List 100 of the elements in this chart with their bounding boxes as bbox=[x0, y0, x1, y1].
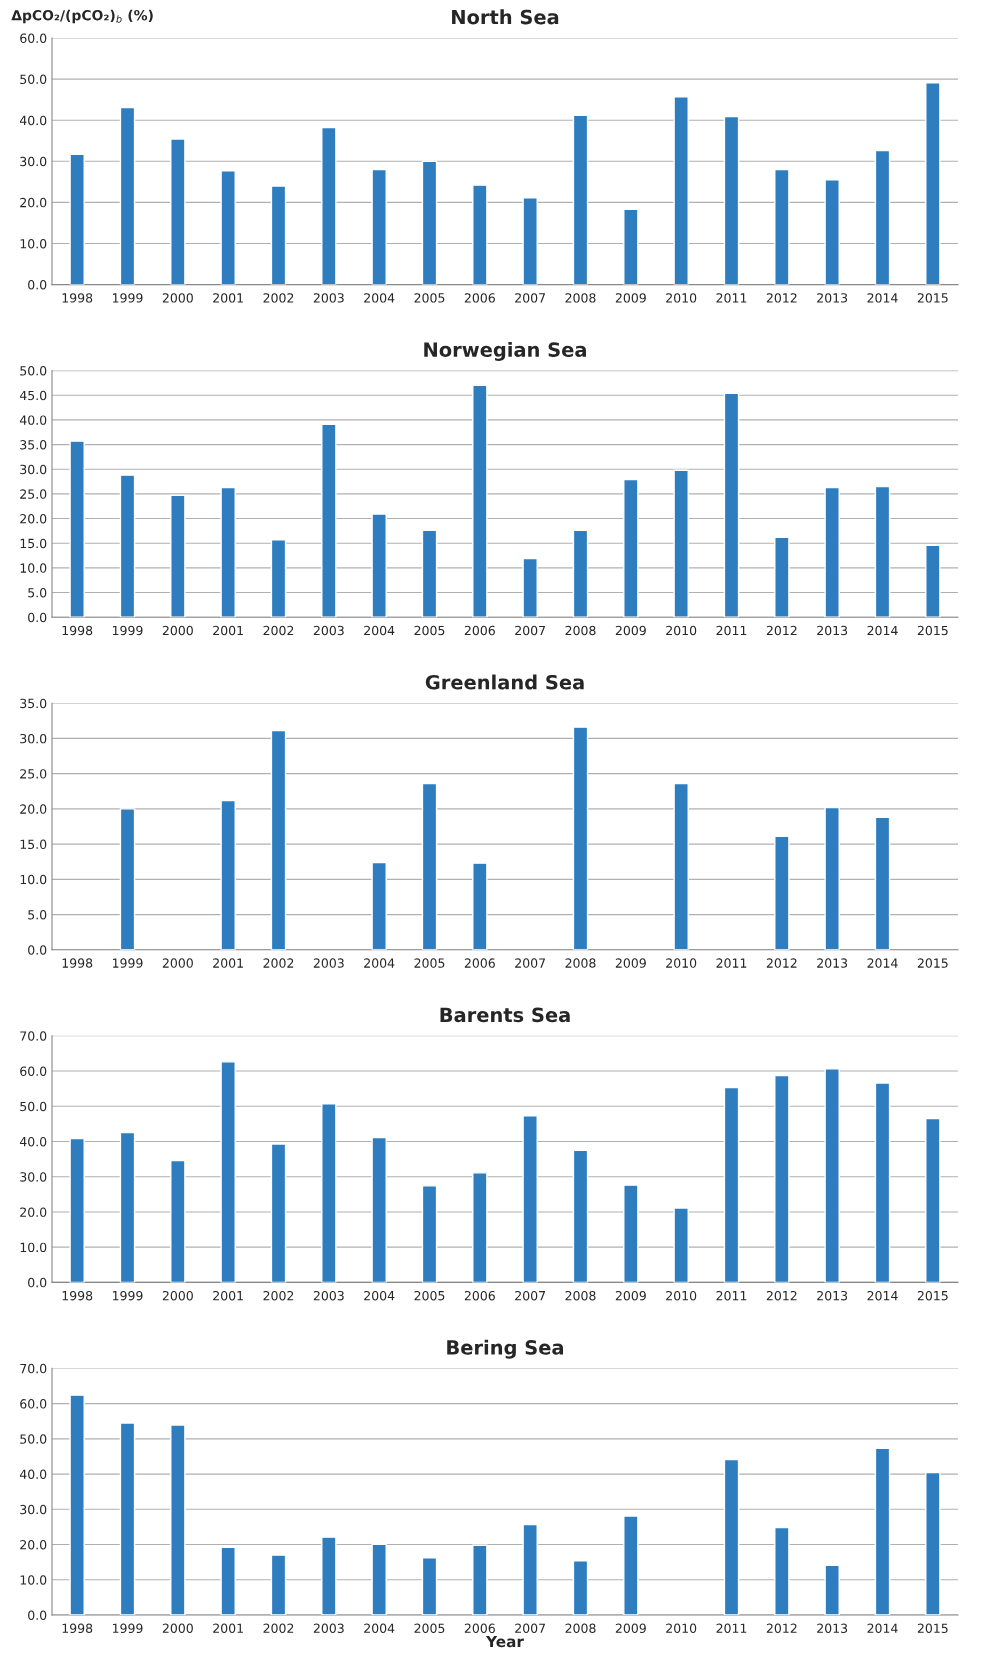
bar bbox=[69, 1137, 85, 1283]
x-tick-label: 2015 bbox=[917, 625, 948, 636]
x-tick-label: 2003 bbox=[313, 1290, 344, 1301]
bar bbox=[69, 153, 85, 285]
bar bbox=[371, 861, 387, 950]
y-tick-label: 40.0 bbox=[19, 115, 47, 126]
x-tick-label: 2015 bbox=[917, 1290, 948, 1301]
bar bbox=[321, 423, 337, 618]
x-tick-label: 2003 bbox=[313, 958, 344, 968]
bar bbox=[723, 392, 740, 618]
x-tick-label: 2014 bbox=[867, 958, 898, 968]
y-tick-label: 20.0 bbox=[20, 1540, 47, 1550]
y-tick-label: 35.0 bbox=[20, 440, 47, 450]
x-tick-label: 2006 bbox=[464, 1290, 495, 1301]
chart-title: Bering Sea bbox=[447, 1339, 564, 1359]
x-tick-label: 1999 bbox=[112, 1290, 143, 1301]
bar bbox=[421, 1557, 438, 1615]
bar bbox=[572, 529, 589, 618]
x-tick-label: 2005 bbox=[414, 958, 445, 968]
y-tick-label: 5.0 bbox=[28, 910, 47, 920]
bar bbox=[723, 1458, 740, 1615]
x-tick-label: 2014 bbox=[867, 293, 898, 303]
bar bbox=[824, 179, 840, 285]
x-tick-label: 1999 bbox=[112, 293, 143, 303]
bar bbox=[170, 1424, 186, 1615]
x-tick-label: 2010 bbox=[666, 1290, 697, 1301]
y-tick-label: 30.0 bbox=[20, 464, 47, 475]
x-tick-label: 2013 bbox=[817, 1290, 848, 1301]
bar bbox=[874, 1082, 891, 1283]
bar bbox=[421, 782, 438, 950]
bar bbox=[371, 1543, 387, 1615]
y-tick-label: 25.0 bbox=[20, 489, 47, 499]
x-tick-label: 2003 bbox=[313, 625, 344, 636]
y-tick-label: 45.0 bbox=[19, 390, 47, 401]
bar bbox=[270, 1554, 287, 1615]
bar bbox=[623, 1184, 639, 1283]
bar bbox=[119, 1422, 136, 1615]
chart-title: North Sea bbox=[452, 9, 559, 25]
x-tick-label: 2008 bbox=[565, 1290, 596, 1301]
bar bbox=[321, 1103, 337, 1283]
x-tick-label: 2001 bbox=[213, 1623, 243, 1634]
y-axis-title: ΔpCO₂/(pCO₂)$_{b}$ (%) bbox=[11, 9, 153, 24]
y-tick-label: 30.0 bbox=[20, 733, 47, 744]
bar bbox=[421, 529, 438, 618]
x-tick-label: 1998 bbox=[62, 1623, 93, 1634]
bar bbox=[572, 1149, 589, 1283]
x-tick-label: 2003 bbox=[313, 1623, 344, 1634]
x-tick-label: 2010 bbox=[666, 1623, 697, 1634]
x-tick-label: 2000 bbox=[162, 1623, 193, 1634]
x-tick-label: 2004 bbox=[364, 958, 395, 968]
bar bbox=[472, 384, 488, 618]
bar bbox=[220, 1061, 236, 1283]
bar bbox=[774, 1526, 790, 1615]
x-tick-label: 2008 bbox=[565, 625, 596, 636]
x-tick-label: 1999 bbox=[112, 958, 143, 968]
y-tick-label: 10.0 bbox=[20, 238, 47, 249]
x-tick-label: 2008 bbox=[565, 958, 596, 968]
bar bbox=[522, 197, 538, 285]
bar bbox=[270, 539, 287, 618]
bar bbox=[623, 478, 639, 618]
x-tick-label: 2005 bbox=[414, 1290, 445, 1301]
y-tick-label: 60.0 bbox=[20, 1066, 47, 1076]
bar bbox=[874, 1447, 891, 1615]
x-tick-label: 2013 bbox=[817, 625, 848, 636]
bar bbox=[572, 726, 589, 950]
x-tick-label: 2005 bbox=[414, 1623, 445, 1634]
y-tick-label: 20.0 bbox=[20, 1207, 47, 1217]
x-tick-label: 2002 bbox=[263, 1290, 294, 1301]
bar bbox=[220, 170, 236, 285]
x-tick-label: 2006 bbox=[464, 293, 495, 303]
y-tick-label: 60.0 bbox=[20, 1399, 47, 1409]
chart-title: Barents Sea bbox=[440, 1007, 570, 1023]
x-tick-label: 2013 bbox=[817, 293, 848, 303]
x-tick-label: 2014 bbox=[867, 625, 898, 636]
x-tick-label: 2008 bbox=[565, 293, 596, 303]
x-tick-label: 2015 bbox=[917, 958, 948, 968]
x-tick-label: 1998 bbox=[62, 625, 93, 636]
x-tick-label: 2010 bbox=[666, 958, 697, 968]
y-tick-label: 25.0 bbox=[20, 769, 47, 779]
bar bbox=[723, 1086, 740, 1283]
x-tick-label: 2015 bbox=[917, 293, 948, 303]
x-tick-label: 2004 bbox=[364, 625, 395, 636]
x-tick-label: 2007 bbox=[515, 958, 545, 968]
bar bbox=[874, 816, 891, 950]
bar bbox=[371, 1136, 387, 1283]
bar bbox=[371, 513, 387, 618]
x-tick-label: 2012 bbox=[766, 1290, 797, 1301]
y-tick-label: 70.0 bbox=[20, 1031, 47, 1041]
x-tick-label: 2012 bbox=[766, 625, 797, 636]
y-tick-label: 15.0 bbox=[20, 839, 47, 850]
x-tick-label: 2007 bbox=[515, 293, 545, 303]
x-tick-label: 2010 bbox=[666, 293, 697, 303]
x-tick-label: 1999 bbox=[112, 625, 143, 636]
x-tick-label: 2005 bbox=[414, 625, 445, 636]
y-tick-label: 0.0 bbox=[28, 612, 47, 623]
x-tick-label: 2014 bbox=[867, 1623, 898, 1634]
x-tick-label: 1998 bbox=[62, 293, 93, 303]
y-tick-label: 30.0 bbox=[20, 156, 47, 167]
x-tick-label: 2009 bbox=[615, 1623, 646, 1634]
bar bbox=[874, 485, 891, 618]
